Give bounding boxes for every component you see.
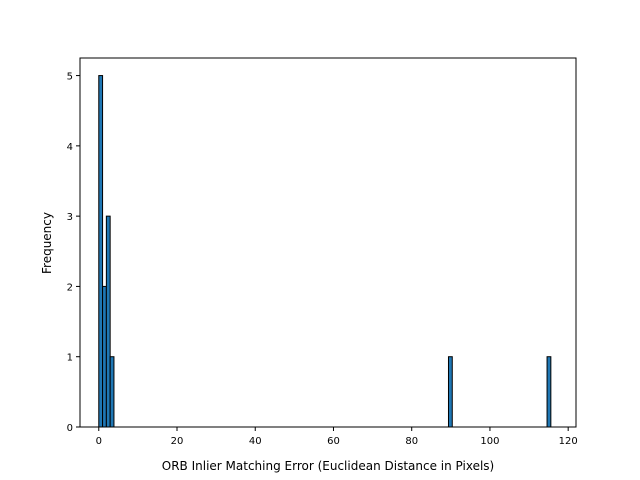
y-tick-label-2: 2: [67, 282, 73, 293]
y-tick-label-5: 5: [67, 72, 73, 83]
y-tick-label-1: 1: [67, 353, 73, 364]
histogram-bar-2: [105, 215, 111, 428]
bars-group: [98, 75, 552, 428]
histogram-bar-3: [109, 356, 115, 428]
histogram-bar-0: [98, 75, 104, 428]
y-ticks-group: 0 1 2 3 4 5: [67, 72, 80, 434]
x-tick-label-3: 60: [327, 436, 340, 447]
y-axis-label: Frequency: [40, 212, 54, 274]
histogram-bar-5: [546, 356, 552, 428]
x-tick-label-1: 20: [171, 436, 184, 447]
x-tick-label-0: 0: [96, 436, 102, 447]
x-axis-label: ORB Inlier Matching Error (Euclidean Dis…: [162, 459, 494, 473]
plot-frame: [79, 57, 577, 428]
x-ticks-group: 0 20 40 60 80 100 120: [96, 427, 578, 447]
x-tick-label-2: 40: [249, 436, 262, 447]
x-tick-label-5: 100: [480, 436, 499, 447]
x-tick-label-6: 120: [559, 436, 578, 447]
histogram-bar-4: [447, 356, 453, 428]
x-tick-label-4: 80: [405, 436, 418, 447]
histogram-bar-1: [102, 285, 107, 428]
y-tick-label-3: 3: [67, 212, 73, 223]
y-tick-label-4: 4: [67, 142, 73, 153]
y-tick-label-0: 0: [67, 423, 73, 434]
